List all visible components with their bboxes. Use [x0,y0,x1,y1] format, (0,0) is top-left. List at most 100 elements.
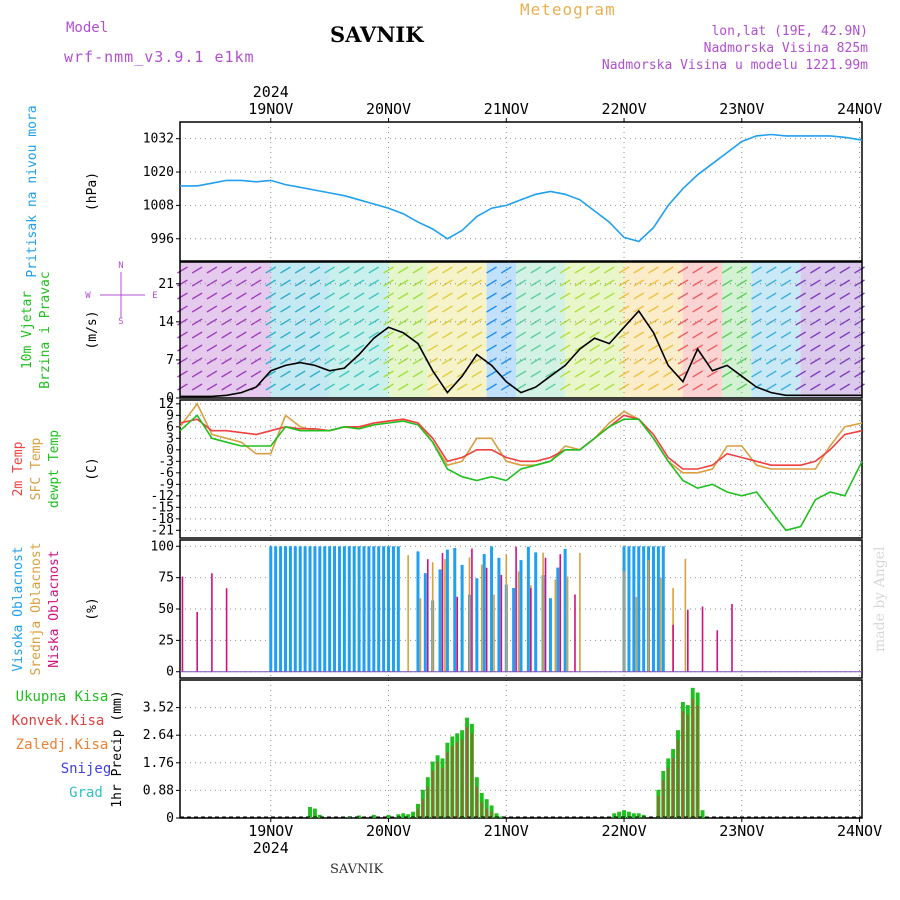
precip-conv-bar [662,780,665,818]
side-label: Niska Oblacnost [47,550,62,667]
y-tick-label: 1008 [143,198,174,213]
cloud-bar [505,554,508,672]
cloud-bar [542,552,544,672]
wind-arrow [339,357,350,365]
wind-arrow [235,331,247,339]
y-axis-label: (%) [85,597,100,620]
cloud-bar [328,546,332,672]
wind-arrow [294,383,306,391]
wind-arrow [324,279,336,287]
precip-conv-bar [677,739,679,818]
cloud-bar [731,603,733,672]
wind-arrow [824,292,836,300]
precip-conv-bar [436,761,439,818]
wind-arrow [353,383,365,391]
wind-arrow [633,292,645,300]
wind-arrow [235,305,247,313]
wind-arrow [574,331,586,339]
wind-arrow [412,344,424,352]
precip-legend-item: Snijeg [61,761,112,777]
wind-arrow [206,357,218,365]
wind-arrow [383,357,394,365]
wind-arrow [633,279,645,287]
wind-arrow [530,344,542,352]
wind-arrow [618,305,630,313]
wind-arrow [294,370,306,378]
y-tick-label: 0 [166,811,174,826]
cloud-bar [530,588,532,672]
panel-frame-precip [179,679,863,819]
wind-arrow [471,370,483,378]
wind-arrow [589,305,600,313]
precip-total-bar [406,814,411,818]
wind-arrow [324,344,336,352]
wind-arrow [721,279,733,287]
wind-arrow [486,318,497,326]
wind-arrow [765,292,777,300]
wind-arrow [839,383,851,391]
wind-arrow [545,357,556,365]
wind-arrow [824,266,836,274]
wind-arrow [530,266,542,274]
wind-arrow [442,292,453,300]
wind-arrow [265,331,277,339]
wind-arrow [692,266,703,274]
wind-arrow [854,292,865,300]
wind-arrow [427,331,439,339]
wind-arrow [765,357,777,365]
cloud-bar [517,571,520,672]
cloud-bar [632,546,636,672]
wind-arrow [353,331,365,339]
wind-arrow [206,266,218,274]
wind-arrow [648,383,659,391]
wind-arrow [353,305,365,313]
precip-conv-bar [686,714,689,818]
model-label: Model [66,20,109,36]
cloud-bar [416,551,420,672]
wind-arrow [545,370,556,378]
wind-arrow [442,279,453,287]
wind-arrow [515,266,527,274]
cloud-bar [387,546,391,672]
wind-arrow [324,292,336,300]
wind-arrow [235,383,247,391]
y-tick-label: -21 [151,523,174,538]
wind-arrow [177,292,188,300]
cloud-bar [313,546,317,672]
wind-arrow [515,331,527,339]
precip-conv-bar [696,705,699,818]
cloud-bar [623,571,625,672]
wind-arrow [736,357,748,365]
precip-legend-item: Grad [69,785,103,801]
wind-arrow [339,383,350,391]
wind-arrow [765,305,777,313]
wind-arrow [206,318,218,326]
y-tick-label: 1032 [143,132,174,147]
precip-conv-bar [681,711,684,818]
wind-arrow [648,279,659,287]
wind-arrow [677,357,689,365]
wind-arrow [780,331,792,339]
wind-arrow [633,305,645,313]
wind-arrow [412,318,424,326]
wind-band [270,262,330,398]
wind-arrow [574,318,586,326]
wind-arrow [515,305,527,313]
cloud-bar [475,578,479,672]
wind-arrow [456,292,468,300]
cloud-bar [269,546,273,672]
wind-arrow [633,318,645,326]
wind-arrow [324,370,336,378]
wind-arrow [839,292,851,300]
wind-arrow [397,331,409,339]
wind-arrow [692,279,703,287]
wind-arrow [471,318,483,326]
wind-arrow [839,344,851,352]
wind-arrow [294,279,306,287]
precip-conv-bar [691,698,694,818]
wind-arrow [442,266,453,274]
wind-arrow [177,279,188,287]
wind-arrow [765,279,777,287]
cloud-bar [372,546,376,672]
wind-arrow [706,344,718,352]
